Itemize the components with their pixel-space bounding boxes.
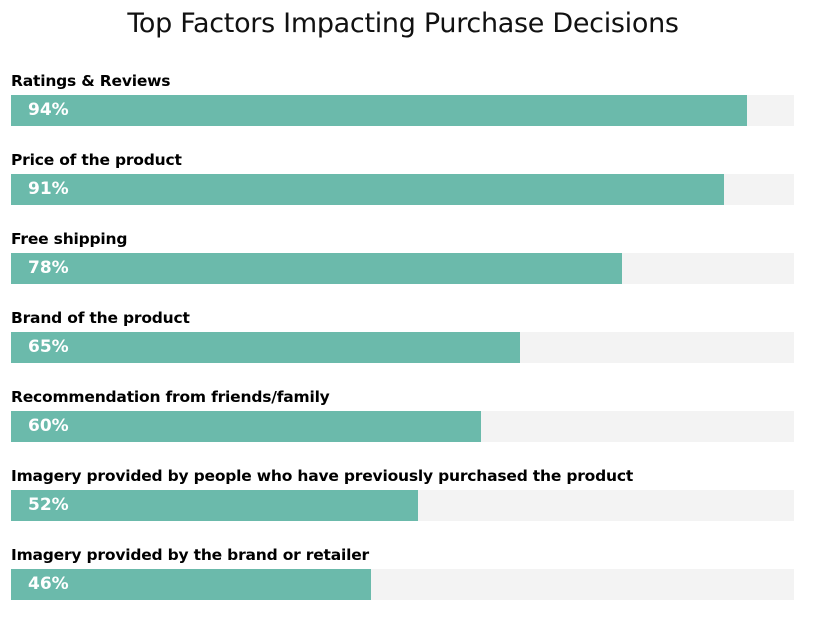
bar: [11, 174, 724, 205]
bar: [11, 95, 747, 126]
bar-row: Ratings & Reviews 94%: [11, 72, 794, 151]
bar: [11, 569, 371, 600]
value-label: 52%: [28, 495, 69, 515]
bar-row: Price of the product 91%: [11, 151, 794, 230]
category-label: Imagery provided by people who have prev…: [11, 467, 634, 485]
category-label: Price of the product: [11, 151, 182, 169]
bar: [11, 490, 418, 521]
bar-row: Imagery provided by the brand or retaile…: [11, 546, 794, 625]
value-label: 78%: [28, 258, 69, 278]
value-label: 91%: [28, 179, 69, 199]
bar-row: Brand of the product 65%: [11, 309, 794, 388]
bar: [11, 332, 520, 363]
value-label: 94%: [28, 100, 69, 120]
bar-row: Free shipping 78%: [11, 230, 794, 309]
bar-row: Imagery provided by people who have prev…: [11, 467, 794, 546]
bar-track: 94%: [11, 95, 794, 126]
value-label: 46%: [28, 574, 69, 594]
category-label: Brand of the product: [11, 309, 190, 327]
bar-track: 91%: [11, 174, 794, 205]
category-label: Imagery provided by the brand or retaile…: [11, 546, 370, 564]
bar-row: Recommendation from friends/family 60%: [11, 388, 794, 467]
value-label: 60%: [28, 416, 69, 436]
bar: [11, 253, 622, 284]
chart-title: Top Factors Impacting Purchase Decisions: [127, 8, 679, 39]
category-label: Recommendation from friends/family: [11, 388, 330, 406]
bar-track: 52%: [11, 490, 794, 521]
bar-rows: Ratings & Reviews 94% Price of the product…: [11, 72, 794, 625]
bar: [11, 411, 481, 442]
value-label: 65%: [28, 337, 69, 357]
bar-track: 65%: [11, 332, 794, 363]
category-label: Ratings & Reviews: [11, 72, 171, 90]
bar-track: 46%: [11, 569, 794, 600]
bar-track: 78%: [11, 253, 794, 284]
bar-track: 60%: [11, 411, 794, 442]
category-label: Free shipping: [11, 230, 128, 248]
